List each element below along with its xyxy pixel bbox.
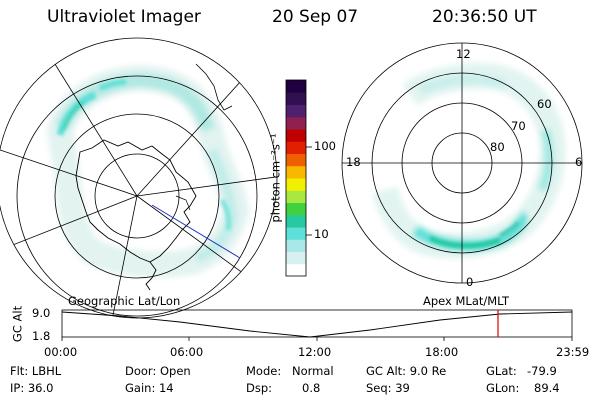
geo-aurora-bright [56, 79, 232, 231]
mlat-label-70: 70 [511, 119, 526, 133]
colorbar-segment [286, 214, 306, 228]
ip-info: IP: 36.0 [10, 381, 54, 395]
colorbar-segment [286, 116, 306, 130]
intensity-colorbar [286, 80, 306, 277]
y-tick-1-8: 1.8 [32, 329, 51, 343]
app-title: Ultraviolet Imager [47, 7, 201, 27]
altitude-timeline-plot [61, 309, 573, 341]
x-tick-1200: 12:00 [298, 345, 332, 359]
colorbar-segment [286, 227, 306, 240]
colorbar-segment [286, 251, 306, 265]
glat-label: GLat: [486, 364, 517, 378]
mlt-label-6: 6 [575, 155, 583, 169]
gain-info: Gain: 14 [125, 381, 174, 395]
colorbar-segment [286, 239, 306, 252]
apex-label: Apex MLat/MLT [423, 294, 510, 308]
colorbar-tick-10: 10 [314, 227, 329, 241]
mlt-label-0: 0 [466, 275, 474, 289]
gc-alt-info: GC Alt: 9.0 Re [366, 364, 447, 378]
mode-value: Normal [292, 364, 334, 378]
glon-value: 89.4 [534, 381, 560, 395]
mlt-label-18: 18 [346, 155, 361, 169]
mlat-label-80: 80 [490, 140, 505, 154]
colorbar-segment [286, 141, 306, 154]
geographic-label: Geographic Lat/Lon [68, 294, 181, 308]
mlat-aurora-bright [428, 220, 520, 249]
colorbar-segment [286, 263, 306, 277]
glat-value: -79.9 [527, 364, 557, 378]
colorbar-tick-100: 100 [314, 139, 336, 153]
mlat-mlt-polar-plot [341, 42, 583, 284]
x-tick-0000: 00:00 [44, 345, 78, 359]
door-info: Door: Open [125, 364, 191, 378]
gc-alt-axis-title: GC Alt [10, 305, 25, 343]
mlt-label-12: 12 [456, 47, 471, 61]
colorbar-segment [286, 104, 306, 118]
date-label: 20 Sep 07 [272, 7, 359, 27]
colorbar-segment [286, 80, 306, 93]
altitude-curve [61, 311, 573, 338]
mode-label: Mode: [246, 364, 282, 378]
seq-info: Seq: 39 [366, 381, 410, 395]
x-tick-0600: 06:00 [170, 345, 204, 359]
dsp-label: Dsp: [246, 381, 273, 395]
x-tick-2359: 23:59 [556, 345, 590, 359]
colorbar-segment [286, 153, 306, 167]
colorbar-segment [286, 92, 306, 105]
y-tick-9: 9.0 [32, 306, 51, 320]
glon-label: GLon: [486, 381, 520, 395]
filter-info: Flt: LBHL [10, 364, 62, 378]
colorbar-segment [286, 178, 306, 191]
x-tick-1800: 18:00 [425, 345, 459, 359]
continent-outline [75, 139, 197, 263]
time-label: 20:36:50 UT [432, 7, 537, 27]
colorbar-segment [286, 202, 306, 216]
colorbar-segment [286, 129, 306, 142]
colorbar-segment [286, 190, 306, 203]
colorbar-unit-label: photon cm⁻²s⁻¹ [268, 133, 283, 223]
mlat-label-60: 60 [537, 97, 552, 111]
colorbar-segment [286, 165, 306, 179]
dsp-value: 0.8 [302, 381, 321, 395]
